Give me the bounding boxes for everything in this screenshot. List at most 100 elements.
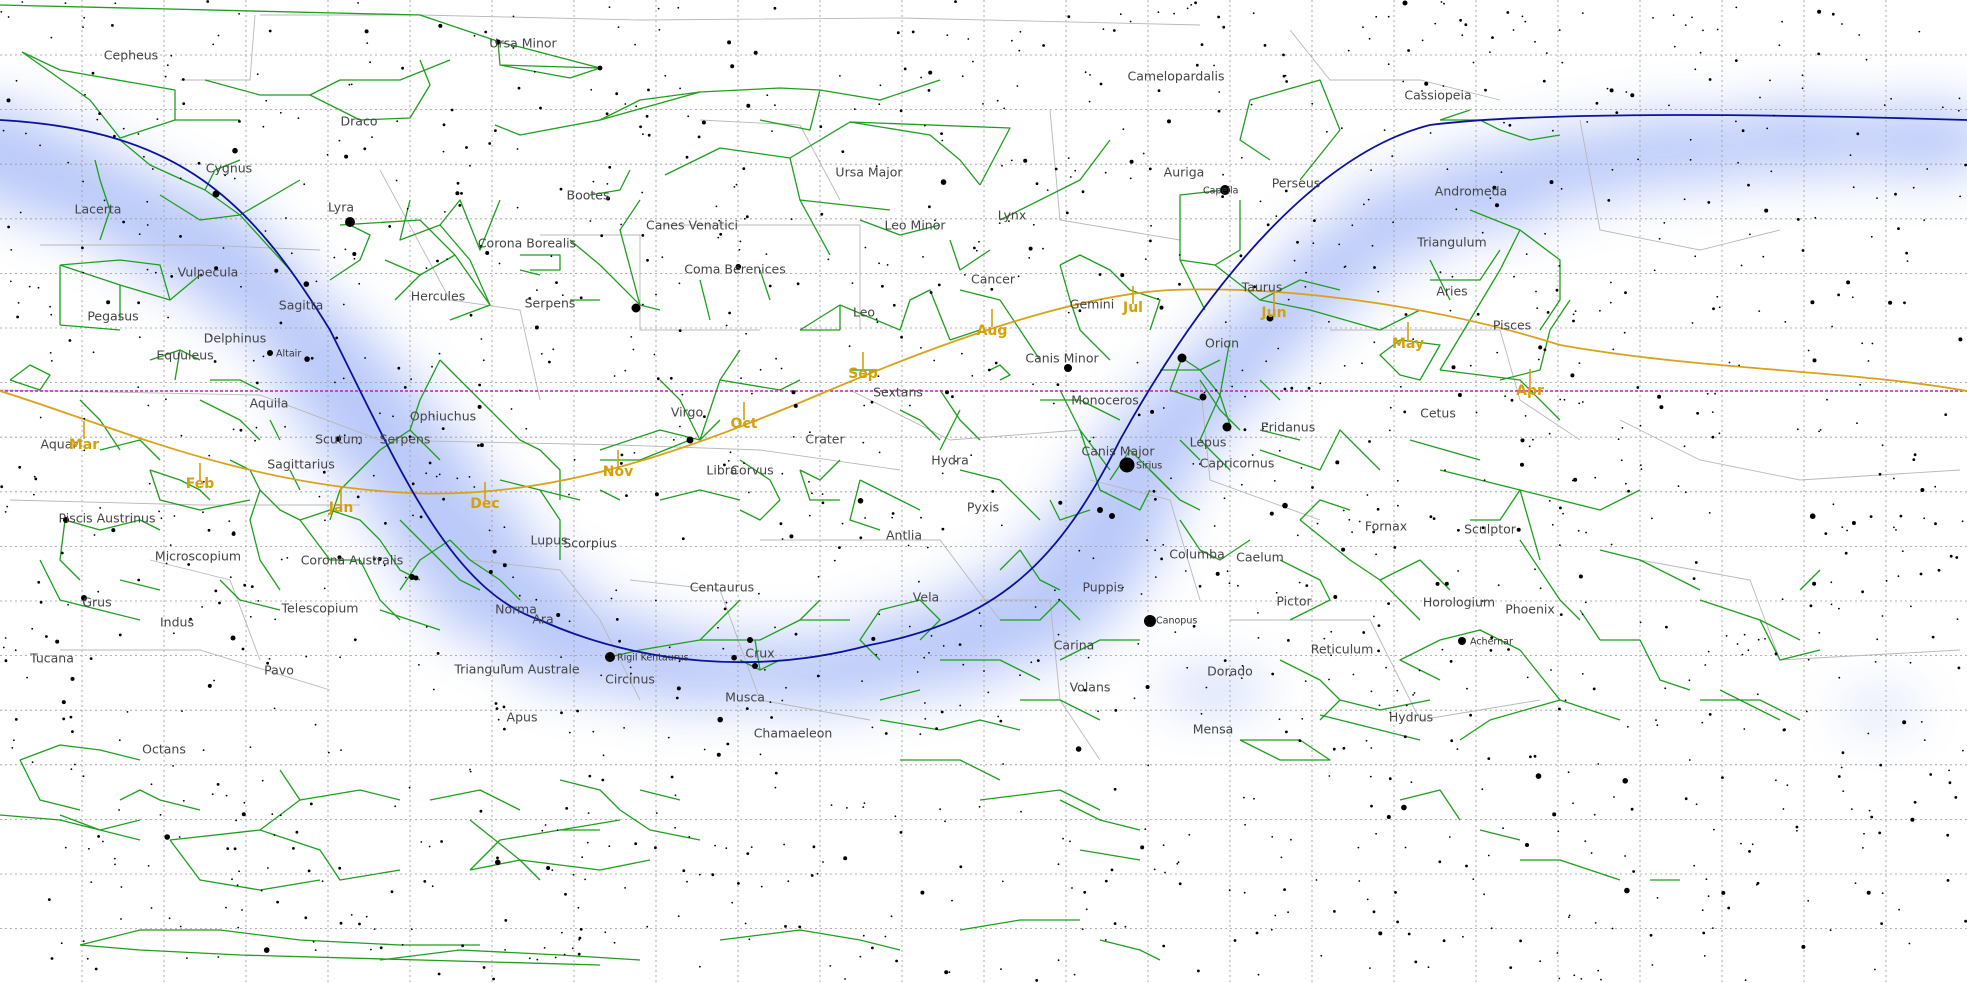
- star: [1089, 440, 1091, 442]
- constellation-figure-156: [979, 789, 1101, 811]
- star: [14, 649, 17, 652]
- star: [1153, 868, 1156, 871]
- star: [1809, 513, 1816, 519]
- constellation-figure-109: [1399, 639, 1441, 681]
- constellation-label-sextans: Sextans: [873, 385, 923, 400]
- bright-star-dot: [1220, 185, 1230, 195]
- constellation-figure-129: [0, 814, 141, 841]
- star: [679, 87, 681, 90]
- constellation-figure-211: [999, 479, 1041, 521]
- star: [1223, 497, 1226, 500]
- star: [1149, 239, 1152, 243]
- star: [1162, 407, 1165, 409]
- star: [745, 707, 749, 710]
- star: [428, 845, 431, 848]
- star: [1551, 523, 1554, 526]
- star: [1369, 967, 1371, 969]
- star: [146, 268, 149, 271]
- star: [560, 711, 563, 715]
- star: [358, 282, 361, 285]
- star: [1491, 36, 1494, 39]
- star: [34, 477, 38, 481]
- star: [1725, 635, 1728, 637]
- star: [1396, 689, 1399, 692]
- constellation-figure-130: [169, 829, 401, 881]
- month-label-sep: Sep: [848, 366, 878, 382]
- star: [1691, 16, 1693, 19]
- star: [1594, 922, 1597, 924]
- star: [197, 161, 201, 165]
- star: [1683, 445, 1686, 448]
- constellation-figure-49: [1430, 249, 1501, 281]
- star: [844, 978, 846, 980]
- star: [641, 234, 645, 237]
- star: [1078, 309, 1082, 313]
- star: [1137, 643, 1140, 645]
- star: [1580, 978, 1583, 980]
- constellation-figure-192: [599, 419, 721, 451]
- star: [1949, 554, 1953, 558]
- star: [180, 434, 183, 437]
- star: [669, 376, 673, 380]
- star: [1032, 383, 1034, 386]
- star: [1590, 852, 1593, 854]
- star: [878, 103, 881, 106]
- constellation-label-carina: Carina: [1054, 638, 1095, 653]
- star: [1367, 198, 1370, 201]
- star: [1392, 221, 1394, 224]
- star: [606, 196, 611, 201]
- star: [1396, 920, 1399, 924]
- star: [1332, 747, 1336, 751]
- star: [1057, 863, 1060, 866]
- star: [1558, 265, 1561, 267]
- star: [83, 16, 86, 19]
- star: [339, 656, 341, 659]
- star: [1593, 813, 1596, 816]
- month-label-mar: Mar: [69, 437, 99, 453]
- bright-star-dot: [1109, 513, 1115, 519]
- constellation-label-capricornus: Capricornus: [1200, 456, 1275, 471]
- constellation-label-tucana: Tucana: [29, 651, 74, 666]
- star: [703, 415, 706, 418]
- constellation-label-apus: Apus: [507, 710, 538, 725]
- star: [863, 802, 866, 804]
- star: [1062, 837, 1064, 840]
- star: [1611, 168, 1614, 171]
- star: [1136, 361, 1139, 364]
- constellation-figure-37: [759, 269, 771, 301]
- star: [811, 492, 813, 495]
- star: [1140, 593, 1143, 595]
- star: [1544, 232, 1546, 235]
- star: [1259, 200, 1262, 203]
- star: [1810, 300, 1815, 305]
- star: [711, 873, 715, 877]
- star: [1543, 348, 1547, 352]
- star: [1283, 387, 1287, 391]
- constellation-figure-176: [99, 609, 141, 621]
- star: [1841, 751, 1845, 755]
- star: [1854, 882, 1857, 884]
- star: [339, 921, 343, 925]
- star: [1305, 584, 1309, 587]
- star: [146, 224, 149, 226]
- star: [1341, 127, 1343, 130]
- constellation-figure-122: [719, 929, 901, 951]
- star: [1296, 534, 1299, 537]
- star: [1749, 233, 1751, 236]
- star: [1071, 887, 1073, 889]
- star: [1516, 527, 1521, 532]
- star: [941, 139, 944, 142]
- constellation-figure-51: [1469, 209, 1561, 331]
- star: [241, 812, 246, 817]
- star: [742, 167, 746, 171]
- star: [1222, 173, 1224, 176]
- star: [239, 428, 243, 432]
- star: [315, 280, 318, 283]
- star: [1937, 568, 1941, 572]
- constellation-figure-41: [999, 299, 1041, 361]
- star: [1240, 677, 1243, 679]
- star: [1818, 631, 1821, 634]
- star: [138, 336, 141, 339]
- star: [592, 730, 595, 733]
